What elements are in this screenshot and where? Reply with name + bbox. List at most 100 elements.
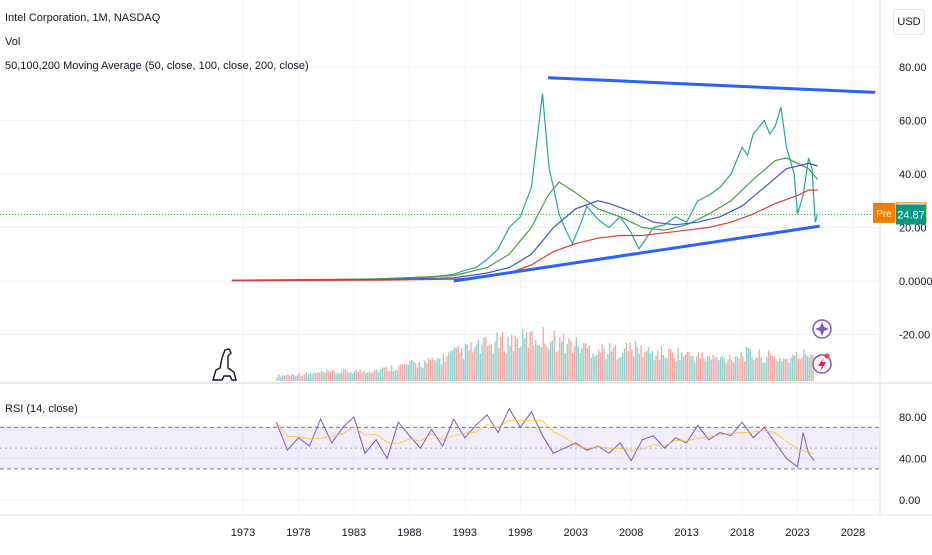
volume-bar: [435, 360, 437, 381]
volume-legend[interactable]: Vol: [5, 36, 21, 48]
volume-bar: [609, 342, 611, 381]
volume-bar: [677, 348, 679, 381]
volume-bar: [440, 364, 443, 381]
volume-bar: [548, 349, 550, 381]
volume-bar: [342, 369, 345, 381]
time-tick-label: 1978: [286, 527, 310, 539]
rsi-tick-label: 40.00: [899, 454, 927, 466]
volume-bar: [302, 375, 304, 381]
volume-bar: [812, 354, 814, 381]
volume-bar: [414, 363, 417, 381]
rsi-line: [275, 407, 815, 468]
volume-bar: [387, 370, 389, 381]
volume-bar: [296, 375, 299, 381]
volume-bar: [792, 354, 794, 381]
volume-bar: [542, 327, 544, 381]
volume-bar: [723, 358, 726, 381]
volume-bar: [512, 351, 515, 381]
currency-button[interactable]: USD: [893, 9, 925, 35]
volume-bar: [806, 356, 809, 381]
volume-bar: [638, 353, 640, 381]
volume-bar: [586, 348, 589, 381]
volume-bar: [560, 341, 563, 381]
volume-bar: [396, 370, 398, 381]
volume-bar: [801, 357, 803, 381]
trendline-1: [547, 76, 876, 94]
volume-bar: [694, 362, 696, 381]
volume-bar: [719, 357, 722, 381]
rsi-tick-label: 0.00: [899, 495, 920, 507]
volume-bar: [731, 360, 733, 381]
volume-bar: [540, 346, 543, 381]
volume-bar: [729, 354, 731, 381]
volume-bar: [588, 345, 591, 381]
trendlines: [453, 76, 876, 283]
volume-bar: [372, 372, 374, 381]
volume-bar: [671, 352, 674, 381]
volume-bar: [773, 355, 775, 381]
volume-bar: [474, 347, 476, 381]
volume-bar: [584, 343, 587, 381]
volume-bar: [536, 345, 539, 381]
volume-bar: [498, 348, 500, 381]
symbol-title[interactable]: Intel Corporation, 1M, NASDAQ: [5, 12, 161, 24]
volume-bar: [673, 358, 676, 381]
volume-bar: [620, 357, 622, 381]
rsi-tick-label: 80.00: [899, 412, 927, 424]
rsi-series: [275, 407, 815, 468]
volume-bar: [610, 351, 613, 381]
volume-bar: [516, 339, 518, 381]
volume-bar: [457, 345, 459, 381]
volume-bar: [481, 344, 483, 381]
volume-bar: [614, 344, 616, 381]
volume-bar: [644, 352, 646, 381]
volume-bar: [418, 361, 421, 381]
volume-bar: [492, 353, 494, 381]
volume-bar: [442, 353, 445, 381]
volume-bar: [766, 356, 768, 381]
volume-bar: [287, 374, 289, 381]
volume-bar: [751, 357, 753, 381]
price-line: [231, 93, 819, 282]
volume-bar: [433, 359, 435, 381]
volume-bar: [374, 370, 376, 381]
volume-bar: [289, 375, 291, 381]
volume-bar: [466, 344, 469, 381]
volume-bar: [326, 370, 328, 381]
volume-bar: [300, 376, 302, 381]
last-price-box: [896, 204, 926, 225]
volume-bar: [780, 361, 783, 381]
time-tick-label: 2008: [619, 527, 643, 539]
volume-bar: [577, 346, 579, 381]
volume-bar: [657, 350, 659, 381]
volume-bar: [424, 360, 426, 381]
volume-bar: [549, 341, 552, 381]
volume-bar: [499, 336, 502, 381]
volume-bar: [352, 373, 354, 381]
volume-bar: [427, 358, 430, 381]
volume-bar: [281, 375, 284, 381]
volume-bar: [311, 374, 313, 381]
volume-bar: [376, 369, 378, 381]
volume-bar: [477, 339, 480, 381]
volume-bar: [594, 356, 596, 381]
time-tick-label: 1973: [231, 527, 255, 539]
price-tick-label: 20.00: [899, 223, 927, 235]
volume-bar: [413, 361, 415, 381]
volume-bar: [808, 357, 811, 381]
volume-bar: [795, 351, 798, 381]
moving-average-legend[interactable]: 50,100,200 Moving Average (50, close, 10…: [5, 60, 309, 72]
volume-bar: [769, 353, 772, 381]
volume-bar: [462, 359, 465, 381]
volume-bar: [708, 355, 711, 381]
volume-bar: [633, 356, 635, 381]
volume-bar: [366, 372, 369, 381]
rsi-legend[interactable]: RSI (14, close): [5, 403, 78, 415]
volume-bar: [664, 357, 666, 381]
volume-bar: [579, 353, 581, 381]
volume-bar: [444, 362, 446, 381]
volume-bar: [803, 349, 805, 381]
volume-bar: [335, 373, 337, 381]
volume-bar: [596, 355, 598, 381]
